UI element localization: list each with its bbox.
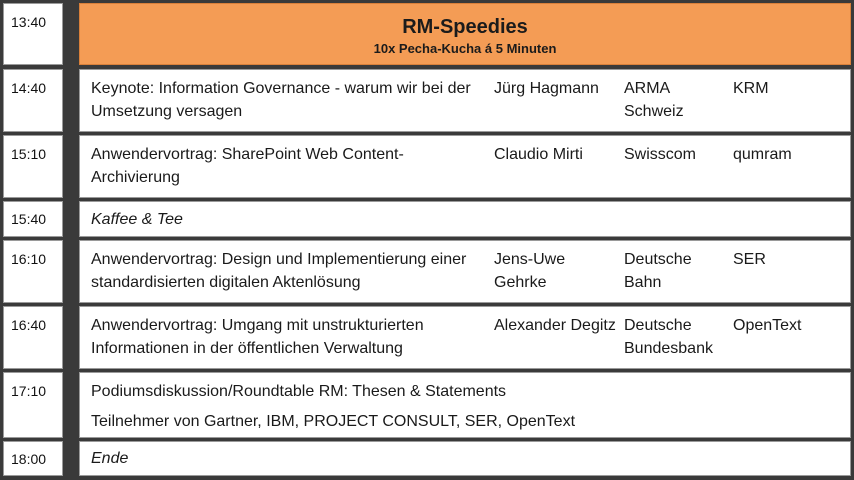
session-vendor: OpenText	[733, 317, 802, 334]
agenda-row: 17:10 Podiumsdiskussion/Roundtable RM: T…	[0, 372, 854, 438]
agenda-header-row: 13:40 RM-Speedies 10x Pecha-Kucha á 5 Mi…	[0, 3, 854, 65]
session-vendor: SER	[733, 251, 766, 268]
session-title: Keynote: Information Governance - warum …	[91, 80, 471, 120]
end-title: Ende	[91, 450, 129, 467]
agenda-row: 16:40 Anwendervortrag: Umgang mit unstru…	[0, 306, 854, 369]
section-subtitle: 10x Pecha-Kucha á 5 Minuten	[373, 41, 557, 56]
agenda-row: 15:40 Kaffee & Tee	[0, 201, 854, 237]
session-organization: Swisscom	[624, 146, 697, 163]
session-cell: Anwendervortrag: Umgang mit unstrukturie…	[79, 306, 851, 369]
session-vendor: KRM	[733, 80, 769, 97]
session-speaker: Jürg Hagmann	[494, 80, 599, 97]
time-cell: 15:40	[3, 201, 63, 237]
session-organization: ARMA Schweiz	[624, 80, 684, 120]
time-cell: 13:40	[3, 3, 63, 65]
session-cell: Anwendervortrag: Design und Implementier…	[79, 240, 851, 303]
session-organization: Deutsche Bundesbank	[624, 317, 713, 357]
header-cell: RM-Speedies 10x Pecha-Kucha á 5 Minuten	[79, 3, 851, 65]
session-speaker: Jens-Uwe Gehrke	[494, 251, 566, 291]
session-title: Anwendervortrag: Umgang mit unstrukturie…	[91, 317, 424, 357]
time-cell: 18:00	[3, 441, 63, 476]
session-cell: Kaffee & Tee	[79, 201, 851, 237]
time-cell: 16:40	[3, 306, 63, 369]
session-title: Anwendervortrag: SharePoint Web Content-…	[91, 146, 404, 186]
section-title: RM-Speedies	[402, 16, 528, 38]
session-title: Anwendervortrag: Design und Implementier…	[91, 251, 467, 291]
break-title: Kaffee & Tee	[91, 211, 183, 228]
session-title: Podiumsdiskussion/Roundtable RM: Thesen …	[91, 383, 507, 400]
session-cell: Keynote: Information Governance - warum …	[79, 69, 851, 132]
session-cell: Anwendervortrag: SharePoint Web Content-…	[79, 135, 851, 198]
time-cell: 14:40	[3, 69, 63, 132]
session-speaker: Alexander Degitz	[494, 317, 616, 334]
time-cell: 15:10	[3, 135, 63, 198]
session-organization: Deutsche Bahn	[624, 251, 692, 291]
session-cell: Ende	[79, 441, 851, 476]
agenda-row: 18:00 Ende	[0, 441, 854, 476]
session-speaker: Claudio Mirti	[494, 146, 583, 163]
session-cell: Podiumsdiskussion/Roundtable RM: Thesen …	[79, 372, 851, 438]
time-cell: 16:10	[3, 240, 63, 303]
session-vendor: qumram	[733, 146, 792, 163]
time-cell: 17:10	[3, 372, 63, 438]
session-participants: Teilnehmer von Gartner, IBM, PROJECT CON…	[91, 413, 576, 430]
agenda-row: 15:10 Anwendervortrag: SharePoint Web Co…	[0, 135, 854, 198]
agenda-row: 16:10 Anwendervortrag: Design und Implem…	[0, 240, 854, 303]
agenda-row: 14:40 Keynote: Information Governance - …	[0, 69, 854, 132]
